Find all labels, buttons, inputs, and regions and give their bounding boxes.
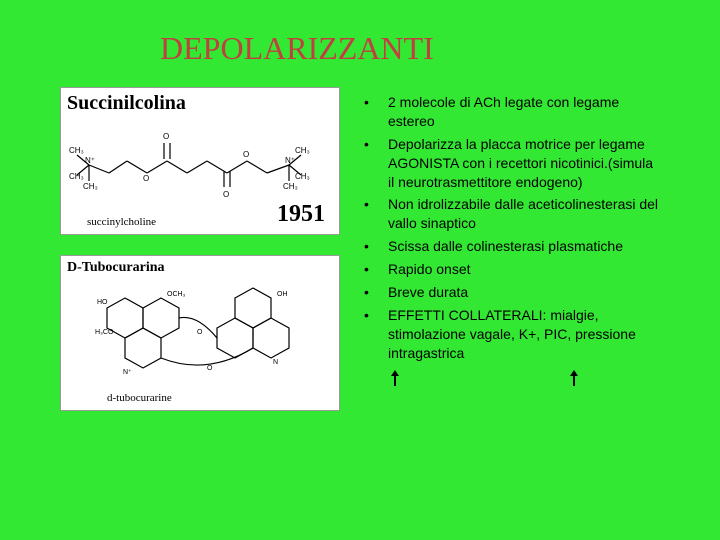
list-item: • Scissa dalle colinesterasi plasmatiche xyxy=(360,237,660,256)
svg-text:O: O xyxy=(243,150,249,159)
slide-title: DEPOLARIZZANTI xyxy=(160,30,660,67)
content-row: Succinilcolina xyxy=(60,87,660,411)
bullet-icon: • xyxy=(360,93,388,131)
bullet-icon: • xyxy=(360,306,388,363)
svg-text:H₃CO: H₃CO xyxy=(95,329,114,336)
bullet-icon: • xyxy=(360,135,388,192)
svg-text:N⁺: N⁺ xyxy=(123,369,132,376)
bullet-text: Non idrolizzabile dalle aceticolinestera… xyxy=(388,195,660,233)
list-item: • 2 molecole di ACh legate con legame es… xyxy=(360,93,660,131)
figure-tubocurarina: D-Tubocurarina xyxy=(60,255,340,411)
bullet-text: Rapido onset xyxy=(388,260,660,279)
figure2-structure: HO H₃CO OCH₃ OH O O N⁺ N xyxy=(67,278,333,388)
bullet-icon: • xyxy=(360,237,388,256)
svg-text:HO: HO xyxy=(97,299,108,306)
svg-text:OH: OH xyxy=(277,291,288,298)
bullet-text: Depolarizza la placca motrice per legame… xyxy=(388,135,660,192)
figure-succinilcolina: Succinilcolina xyxy=(60,87,340,235)
svg-text:OCH₃: OCH₃ xyxy=(167,291,186,298)
bullet-icon: • xyxy=(360,260,388,279)
arrow-up-icon xyxy=(390,369,400,387)
svg-text:CH₃: CH₃ xyxy=(295,172,310,181)
figure1-structure: CH₃CH₃CH₃ CH₃CH₃CH₃ N⁺N⁺ OO OO xyxy=(67,117,333,207)
svg-text:CH₃: CH₃ xyxy=(69,146,84,155)
bullet-text: Scissa dalle colinesterasi plasmatiche xyxy=(388,237,660,256)
figure2-caption: d-tubocurarine xyxy=(107,392,333,404)
bullet-text: Breve durata xyxy=(388,283,660,302)
list-item: • Depolarizza la placca motrice per lega… xyxy=(360,135,660,192)
svg-text:O: O xyxy=(197,329,203,336)
bullet-text: 2 molecole di ACh legate con legame este… xyxy=(388,93,660,131)
svg-text:CH₃: CH₃ xyxy=(83,182,98,191)
figure2-title: D-Tubocurarina xyxy=(67,260,333,276)
svg-text:N⁺: N⁺ xyxy=(285,156,295,165)
bullet-icon: • xyxy=(360,283,388,302)
list-item: • Rapido onset xyxy=(360,260,660,279)
svg-text:O: O xyxy=(207,365,213,372)
svg-text:CH₃: CH₃ xyxy=(69,172,84,181)
svg-text:CH₃: CH₃ xyxy=(295,146,310,155)
arrow-up-icon xyxy=(569,369,579,387)
figure1-caption: succinylcholine xyxy=(87,216,156,228)
figures-column: Succinilcolina xyxy=(60,87,340,411)
svg-text:O: O xyxy=(143,174,149,183)
figure1-title: Succinilcolina xyxy=(67,92,333,115)
list-item: • Non idrolizzabile dalle aceticolineste… xyxy=(360,195,660,233)
bullet-icon: • xyxy=(360,195,388,233)
arrows-row xyxy=(360,369,660,392)
bullets-column: • 2 molecole di ACh legate con legame es… xyxy=(360,87,660,411)
list-item: • Breve durata xyxy=(360,283,660,302)
svg-text:CH₃: CH₃ xyxy=(283,182,298,191)
list-item: • EFFETTI COLLATERALI: mialgie, stimolaz… xyxy=(360,306,660,363)
svg-text:O: O xyxy=(163,132,169,141)
svg-text:N⁺: N⁺ xyxy=(85,156,95,165)
svg-text:N: N xyxy=(273,359,278,366)
bullet-text: EFFETTI COLLATERALI: mialgie, stimolazio… xyxy=(388,306,660,363)
bullet-list: • 2 molecole di ACh legate con legame es… xyxy=(360,93,660,363)
svg-text:O: O xyxy=(223,190,229,199)
slide: DEPOLARIZZANTI Succinilcolina xyxy=(0,0,720,540)
